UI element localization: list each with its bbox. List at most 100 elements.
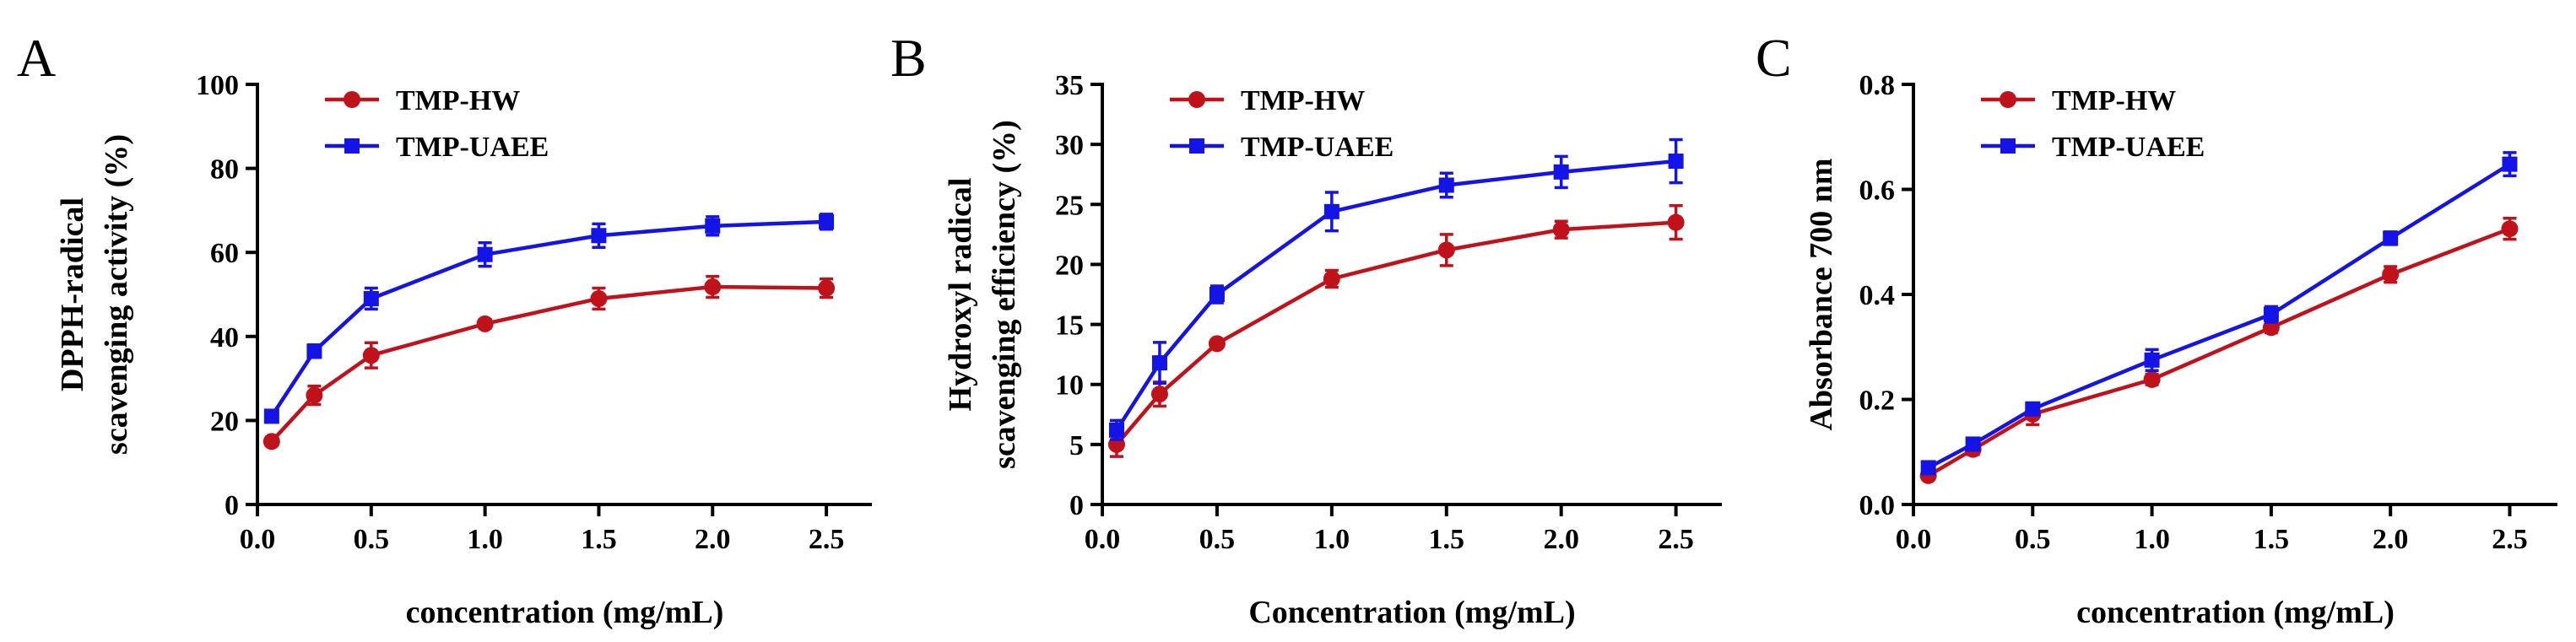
x-tick-label: 0.5	[354, 524, 390, 555]
legend-label: TMP-UAEE	[396, 132, 549, 163]
legend-item: TMP-HW	[1981, 85, 2176, 116]
x-tick-label: 2.0	[695, 524, 731, 555]
y-axis-title: Absorbance 700 nm	[1804, 158, 1839, 430]
data-point	[1209, 287, 1225, 302]
data-point	[1323, 270, 1340, 288]
data-point	[306, 343, 322, 359]
x-tick-label: 0.0	[1896, 524, 1932, 555]
x-axis-title: concentration (mg/mL)	[2076, 595, 2395, 630]
data-point	[1438, 177, 1454, 193]
y-tick-label: 20	[210, 406, 239, 437]
panel-letter: B	[890, 28, 927, 88]
data-point	[362, 347, 380, 364]
y-tick-label: 60	[210, 238, 239, 269]
data-point	[1323, 203, 1339, 219]
legend-label: TMP-HW	[2052, 85, 2176, 116]
y-tick-label: 0.6	[1859, 175, 1896, 207]
legend-label: TMP-HW	[396, 85, 520, 116]
data-point	[1667, 213, 1685, 231]
data-point	[476, 315, 494, 332]
y-tick-label: 30	[1055, 130, 1084, 161]
legend-item: TMP-UAEE	[1981, 132, 2205, 163]
data-point	[819, 213, 835, 229]
legend-swatch-marker	[344, 91, 360, 108]
data-point	[1668, 154, 1684, 170]
legend-swatch-marker	[1189, 138, 1204, 154]
legend-label: TMP-UAEE	[1241, 132, 1394, 163]
y-tick-label: 15	[1055, 310, 1084, 342]
panel-c: C 0.0 0.2 0.4 0.6 0.8 0.0 0.5 1.0 1.5 2.0 2.5 concen…	[1756, 28, 2557, 630]
data-point	[1552, 221, 1570, 239]
data-point	[590, 289, 608, 307]
y-tick-label: 40	[210, 322, 239, 353]
series-line	[1927, 227, 2511, 477]
series-tmp-uaee	[263, 213, 835, 424]
y-axis-title: DPPH-radical	[55, 197, 90, 391]
y-tick-label: 0	[1069, 490, 1084, 521]
y-axis-title: scavenging activity (%)	[99, 134, 134, 455]
data-point	[363, 290, 379, 306]
data-point	[2025, 401, 2041, 417]
data-point	[1553, 164, 1569, 180]
data-point	[2501, 220, 2519, 238]
data-point	[705, 218, 721, 234]
y-tick-label: 0.4	[1859, 280, 1896, 311]
data-point	[591, 228, 607, 244]
data-point	[2263, 306, 2279, 322]
legend: TMP-HW TMP-UAEE	[1170, 85, 1394, 163]
data-point	[1965, 436, 1981, 452]
panel-b: B 0 5 10 15 20 25 30 35 0.0 0.5 1.0 1.5 2.0 2.5 Concent…	[890, 28, 1722, 630]
series-line	[270, 284, 827, 443]
data-point	[477, 246, 493, 262]
x-tick-label: 1.0	[1314, 524, 1350, 555]
x-tick-label: 0.0	[240, 524, 276, 555]
x-tick-label: 0.0	[1085, 524, 1121, 555]
x-tick-label: 1.5	[581, 524, 617, 555]
x-tick-label: 0.5	[1199, 524, 1236, 555]
y-tick-label: 35	[1055, 70, 1084, 101]
y-tick-label: 80	[210, 154, 239, 186]
data-point	[1920, 460, 1936, 476]
data-point	[704, 278, 722, 296]
x-tick-label: 0.5	[2015, 524, 2051, 555]
y-tick-label: 20	[1055, 250, 1084, 281]
y-tick-label: 0.2	[1859, 386, 1896, 417]
x-tick-label: 1.0	[2134, 524, 2170, 555]
legend-item: TMP-UAEE	[325, 132, 549, 163]
data-point	[2144, 352, 2160, 368]
legend-label: TMP-HW	[1241, 85, 1365, 116]
y-tick-label: 10	[1055, 370, 1084, 402]
panel-a: A 0 20 40 60 80 100 0.0 0.5 1.0 1.5 2.0 2.5 concentra…	[17, 28, 872, 630]
legend-swatch-marker	[344, 138, 360, 154]
y-tick-label: 100	[196, 70, 239, 101]
legend-swatch-marker	[2000, 138, 2016, 154]
y-tick-label: 0.0	[1859, 490, 1896, 521]
data-point	[1151, 355, 1167, 371]
x-tick-label: 2.0	[2373, 524, 2409, 555]
y-axis-title: scavenging efficiency (%)	[987, 120, 1022, 469]
legend-swatch-marker	[1188, 91, 1205, 108]
x-tick-label: 1.5	[2254, 524, 2290, 555]
series-tmp-uaee	[1108, 138, 1684, 441]
series-line	[269, 219, 827, 418]
x-tick-label: 2.5	[2492, 524, 2528, 555]
y-tick-label: 25	[1055, 190, 1084, 221]
x-tick-label: 2.5	[1658, 524, 1694, 555]
data-point	[2383, 230, 2399, 246]
series-tmp-hw	[262, 274, 836, 450]
panel-letter: A	[17, 28, 56, 88]
series-tmp-uaee	[1920, 151, 2518, 476]
legend: TMP-HW TMP-UAEE	[1981, 85, 2205, 163]
data-point	[262, 433, 280, 450]
x-tick-label: 1.0	[467, 524, 503, 555]
legend-item: TMP-HW	[1170, 85, 1365, 116]
x-axis-title: Concentration (mg/mL)	[1248, 595, 1575, 630]
series-line	[1115, 159, 1676, 431]
panel-letter: C	[1756, 28, 1792, 88]
legend-item: TMP-UAEE	[1170, 132, 1394, 163]
legend-label: TMP-UAEE	[2052, 132, 2205, 163]
y-tick-label: 0.8	[1859, 70, 1896, 101]
y-tick-label: 0	[225, 490, 239, 521]
data-point	[2382, 266, 2400, 283]
